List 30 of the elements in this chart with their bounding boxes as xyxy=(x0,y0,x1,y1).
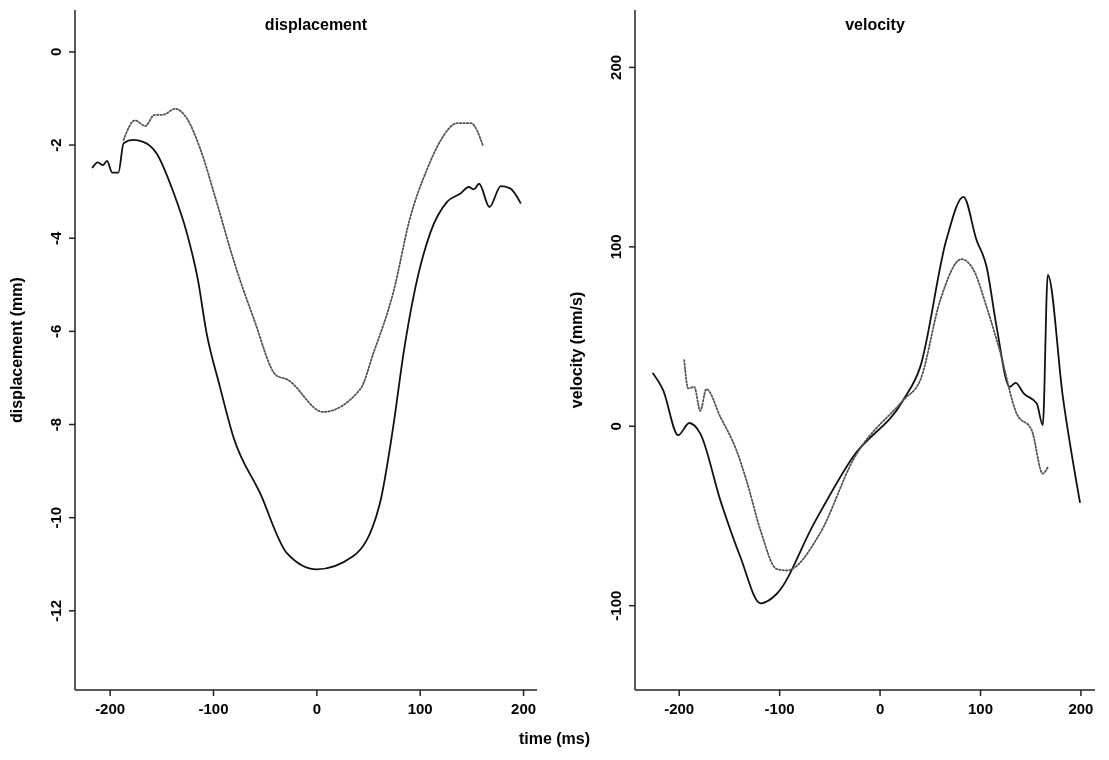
y-tick-label: 100 xyxy=(607,234,624,260)
x-tick-label: 200 xyxy=(511,700,537,717)
line-series xyxy=(683,258,1049,572)
x-tick-label: 200 xyxy=(1068,700,1094,717)
line-series xyxy=(652,195,1081,605)
y-axis-title: displacement (mm) xyxy=(8,277,25,423)
y-axis-title: velocity (mm/s) xyxy=(568,291,585,409)
x-tick-label: -100 xyxy=(764,700,795,717)
y-tick-label: -12 xyxy=(47,599,64,622)
x-tick-label: 100 xyxy=(967,700,994,717)
x-axis-title: time (ms) xyxy=(518,730,591,747)
x-tick-label: 0 xyxy=(875,700,885,717)
y-tick-label: 0 xyxy=(47,47,64,57)
x-tick-label: 100 xyxy=(407,700,433,717)
chart-title: velocity xyxy=(845,16,905,33)
y-tick-label: -6 xyxy=(47,324,64,339)
x-tick-label: 0 xyxy=(312,700,322,717)
line-series xyxy=(122,107,485,413)
x-tick-label: -200 xyxy=(95,700,126,717)
y-tick-label: -4 xyxy=(47,230,64,245)
y-tick-label: -8 xyxy=(47,417,64,432)
line-series xyxy=(91,139,522,571)
y-tick-label: -100 xyxy=(607,590,624,621)
chart-title: displacement xyxy=(264,16,368,33)
y-tick-label: 200 xyxy=(607,54,624,80)
y-tick-label: -2 xyxy=(47,138,64,152)
y-tick-label: 0 xyxy=(607,422,624,431)
x-tick-label: -200 xyxy=(664,700,695,717)
y-tick-label: -10 xyxy=(47,506,64,529)
x-tick-label: -100 xyxy=(198,700,229,717)
